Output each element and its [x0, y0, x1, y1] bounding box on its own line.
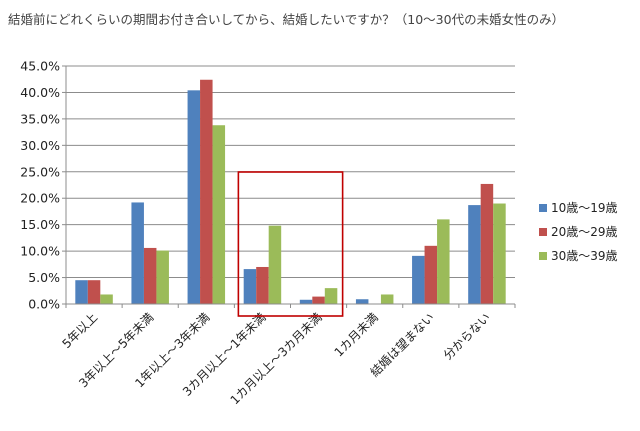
- y-tick-label: 45.0%: [20, 59, 60, 74]
- bar: [412, 255, 425, 304]
- x-category-label: 1カ月未満: [332, 310, 381, 359]
- axes: [62, 65, 516, 308]
- legend-swatch: [539, 252, 547, 260]
- bars: [75, 79, 506, 304]
- legend: 10歳～19歳 20歳～29歳 30歳～39歳: [539, 201, 618, 263]
- y-tick-label: 15.0%: [20, 217, 60, 232]
- y-tick-label: 25.0%: [20, 164, 60, 179]
- y-tick-label: 0.0%: [28, 297, 60, 312]
- bar: [156, 250, 169, 304]
- bar: [268, 225, 282, 304]
- bar: [100, 294, 113, 304]
- bar: [75, 280, 88, 304]
- bar: [493, 203, 506, 304]
- legend-swatch: [539, 228, 547, 236]
- bar: [143, 247, 157, 304]
- bar: [212, 125, 226, 304]
- bar: [299, 299, 313, 304]
- bar: [131, 202, 144, 304]
- highlight-box: [237, 171, 344, 317]
- chart-title: 結婚前にどれくらいの期間お付き合いしてから、結婚したいですか？（10～30代の未…: [8, 12, 565, 27]
- x-axis-category-labels: 5年以上3年以上～5年未満1年以上～3年未満3カ月以上～1年未満1カ月以上～3カ…: [59, 310, 493, 407]
- x-category-label: 5年以上: [59, 310, 100, 351]
- bar: [480, 183, 494, 304]
- y-tick-label: 40.0%: [20, 85, 60, 100]
- bar: [200, 79, 213, 304]
- highlight-rectangle: [237, 171, 344, 317]
- bar: [424, 245, 438, 304]
- x-category-label: 分からない: [441, 310, 493, 362]
- legend-swatch: [539, 204, 547, 212]
- y-axis-tick-labels: 0.0% 5.0% 10.0% 15.0% 20.0% 25.0% 30.0% 35.0% 40…: [20, 59, 60, 312]
- bar: [87, 280, 101, 304]
- y-tick-label: 30.0%: [20, 138, 60, 153]
- bar: [324, 288, 338, 304]
- y-tick-label: 35.0%: [20, 111, 60, 126]
- bar: [187, 90, 201, 304]
- bar: [243, 269, 257, 304]
- bar: [312, 296, 325, 304]
- bar: [437, 219, 450, 304]
- x-category-label: 1カ月以上～3カ月未満: [228, 310, 325, 407]
- legend-label: 20歳～29歳: [551, 225, 618, 239]
- legend-label: 10歳～19歳: [551, 201, 618, 215]
- y-tick-label: 10.0%: [20, 244, 60, 259]
- y-tick-label: 5.0%: [28, 270, 60, 285]
- bar: [380, 294, 394, 304]
- bar: [355, 299, 369, 304]
- bar: [256, 266, 269, 304]
- bar: [468, 205, 481, 304]
- legend-label: 30歳～39歳: [551, 249, 618, 263]
- y-tick-label: 20.0%: [20, 191, 60, 206]
